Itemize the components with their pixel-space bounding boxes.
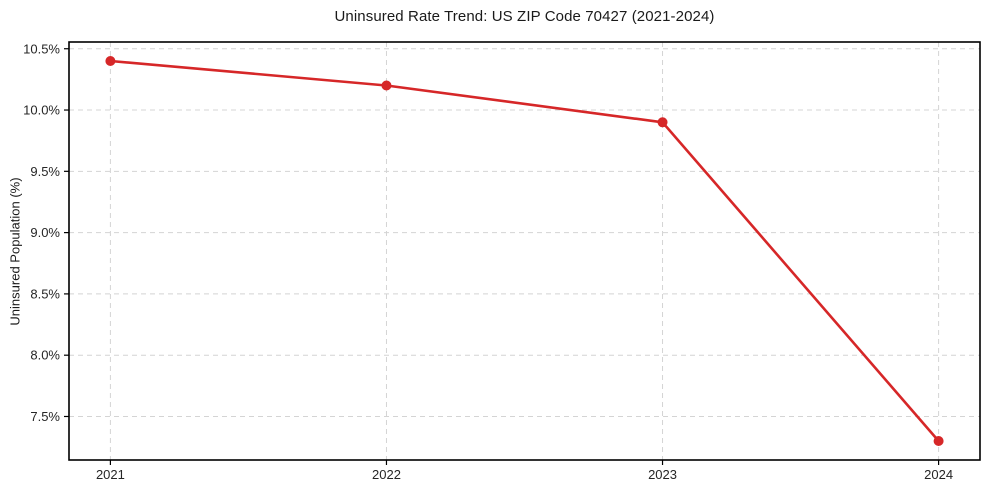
plot-border: [68, 41, 981, 461]
trend-line: [109, 59, 940, 443]
y-tick-label: 9.0%: [30, 225, 60, 240]
x-tick-label: 2023: [648, 467, 677, 482]
data-point-2022: [381, 80, 392, 91]
data-point-2023: [657, 117, 668, 128]
x-tick-label: 2024: [924, 467, 953, 482]
data-point-2021: [105, 56, 116, 66]
x-tick-label: 2022: [372, 467, 401, 482]
chart-title: Uninsured Rate Trend: US ZIP Code 70427 …: [334, 8, 715, 25]
x-tick-label: 2021: [96, 467, 125, 482]
y-tick-label: 10.0%: [23, 103, 60, 118]
data-point-2024: [933, 436, 944, 446]
y-tick-label: 7.5%: [30, 409, 60, 424]
y-tick-label: 10.5%: [23, 41, 60, 56]
y-tick-label: 9.5%: [30, 164, 60, 179]
y-tick-label: 8.5%: [30, 286, 60, 301]
y-tick-label: 8.0%: [30, 348, 60, 363]
